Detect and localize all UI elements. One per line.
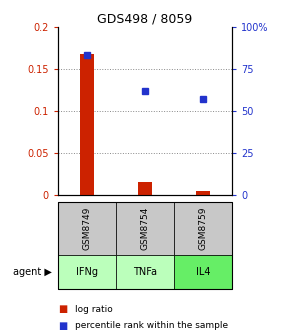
- Text: IFNg: IFNg: [76, 267, 98, 277]
- Text: GSM8754: GSM8754: [140, 207, 150, 250]
- Bar: [138, 182, 152, 195]
- Text: percentile rank within the sample: percentile rank within the sample: [75, 322, 229, 330]
- Bar: [174, 255, 232, 289]
- Title: GDS498 / 8059: GDS498 / 8059: [97, 13, 193, 26]
- Bar: [58, 202, 232, 289]
- Bar: [58, 202, 116, 255]
- Text: GSM8749: GSM8749: [82, 207, 92, 250]
- Text: TNFa: TNFa: [133, 267, 157, 277]
- Text: agent ▶: agent ▶: [13, 267, 52, 277]
- Text: IL4: IL4: [196, 267, 210, 277]
- Bar: [174, 202, 232, 255]
- Text: ■: ■: [58, 304, 67, 314]
- Bar: [196, 191, 210, 195]
- Bar: [58, 255, 116, 289]
- Text: GSM8759: GSM8759: [198, 207, 208, 250]
- Bar: [80, 54, 94, 195]
- Bar: [116, 255, 174, 289]
- Bar: [116, 202, 174, 255]
- Text: ■: ■: [58, 321, 67, 331]
- Text: log ratio: log ratio: [75, 305, 113, 313]
